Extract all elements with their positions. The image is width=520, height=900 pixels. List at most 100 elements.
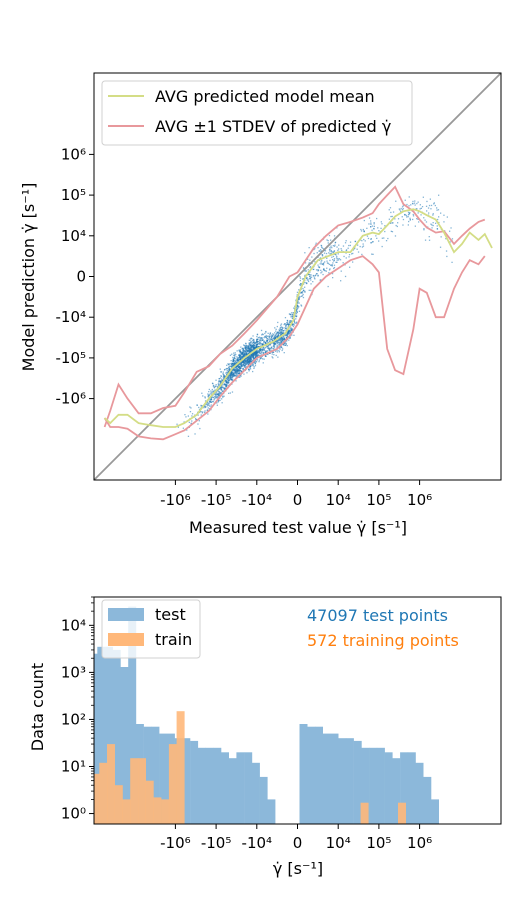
scatter-point	[258, 350, 260, 352]
scatter-point	[271, 348, 273, 350]
scatter-point	[326, 260, 328, 262]
scatter-point	[270, 346, 273, 348]
histogram-bar-train	[153, 797, 162, 824]
scatter-point	[328, 263, 330, 265]
scatter-point	[225, 372, 227, 374]
scatter-point	[417, 212, 419, 214]
scatter-point	[234, 369, 236, 371]
scatter-point	[392, 222, 394, 224]
scatter-point	[188, 421, 190, 423]
scatter-point	[232, 373, 234, 375]
scatter-point	[233, 374, 235, 377]
scatter-point	[290, 330, 292, 332]
scatter-point	[286, 335, 288, 338]
scatter-point	[281, 349, 283, 352]
scatter-point	[390, 215, 392, 218]
scatter-point	[240, 354, 242, 356]
scatter-point	[255, 346, 257, 348]
scatter-point	[216, 386, 218, 388]
scatter-point	[338, 244, 340, 246]
scatter-point	[228, 381, 230, 383]
scatter-point	[227, 370, 230, 373]
scatter-point	[250, 358, 252, 361]
scatter-point	[234, 361, 236, 363]
scatter-point	[226, 377, 228, 380]
scatter-point	[298, 298, 300, 301]
scatter-point	[302, 283, 305, 285]
scatter-point	[255, 360, 258, 363]
scatter-point	[304, 291, 306, 293]
scatter-point	[407, 216, 409, 218]
scatter-point	[223, 388, 225, 390]
scatter-point	[217, 392, 219, 395]
scatter-point	[428, 204, 431, 207]
legend-mean-label: AVG predicted model mean	[155, 87, 375, 106]
scatter-point	[234, 371, 236, 373]
scatter-point	[234, 358, 236, 360]
scatter-point	[248, 339, 250, 341]
scatter-point	[247, 346, 249, 348]
scatter-point	[288, 313, 291, 315]
scatter-point	[395, 200, 397, 202]
x-tick-label: 10⁵	[366, 491, 391, 509]
scatter-point	[284, 323, 286, 325]
scatter-point	[412, 218, 414, 221]
scatter-point	[426, 210, 428, 212]
scatter-point	[400, 207, 402, 210]
scatter-point	[198, 406, 200, 409]
scatter-point	[263, 341, 265, 343]
scatter-point	[404, 199, 406, 201]
scatter-point	[265, 341, 267, 343]
scatter-point	[281, 329, 283, 331]
scatter-point	[176, 423, 178, 425]
scatter-point	[246, 360, 248, 362]
scatter-point	[267, 332, 269, 334]
scatter-point	[249, 342, 251, 344]
scatter-point	[254, 365, 257, 367]
scatter-point	[259, 352, 261, 354]
histogram-bar-test	[415, 762, 424, 824]
scatter-point	[287, 324, 290, 327]
scatter-point	[212, 401, 215, 403]
scatter-point	[252, 346, 254, 348]
scatter-point	[232, 380, 234, 382]
scatter-point	[220, 389, 223, 391]
scatter-point	[279, 331, 281, 333]
scatter-point	[267, 353, 269, 356]
scatter-point	[274, 343, 277, 345]
scatter-point	[249, 357, 251, 359]
scatter-point	[266, 350, 268, 352]
scatter-point	[284, 337, 286, 339]
scatter-point	[196, 404, 198, 406]
scatter-point	[304, 274, 306, 276]
scatter-point	[287, 333, 289, 335]
scatter-point	[308, 278, 310, 280]
histogram-bar-train	[145, 780, 154, 824]
scatter-point	[300, 304, 302, 306]
train-count-annotation: 572 training points	[307, 631, 459, 650]
scatter-point	[277, 332, 279, 335]
scatter-point	[370, 238, 372, 240]
scatter-point	[265, 336, 267, 338]
scatter-point	[235, 363, 237, 365]
scatter-point	[279, 337, 281, 339]
x-tick-label: -10⁶	[160, 491, 191, 509]
scatter-point	[239, 355, 241, 357]
scatter-point	[249, 351, 252, 353]
scatter-point	[264, 342, 267, 344]
x-tick-label: 10⁴	[326, 834, 351, 852]
scatter-point	[430, 208, 432, 210]
legend-test-swatch	[108, 608, 144, 621]
scatter-point	[284, 342, 286, 344]
scatter-point	[262, 347, 264, 349]
scatter-point	[329, 246, 331, 249]
scatter-point	[274, 327, 276, 329]
scatter-point	[235, 366, 238, 368]
scatter-point	[211, 382, 214, 384]
scatter-point	[303, 270, 306, 272]
scatter-point	[280, 345, 282, 347]
scatter-point	[183, 421, 185, 423]
scatter-point	[269, 337, 271, 339]
scatter-point	[431, 224, 433, 226]
histogram-bar-test	[400, 752, 409, 824]
